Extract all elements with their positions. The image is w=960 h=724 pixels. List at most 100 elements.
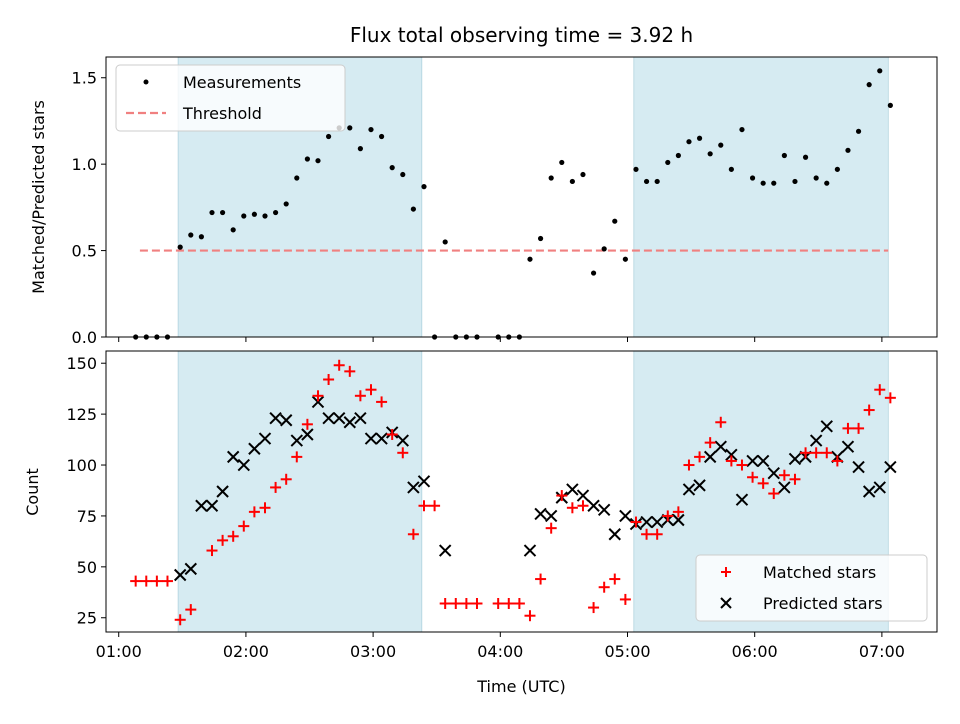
measurement-point: [802, 154, 809, 160]
measurement-point: [813, 175, 819, 181]
measurement-point: [251, 211, 257, 217]
x-tick-label: 01:00: [96, 642, 142, 661]
predicted-point: [778, 481, 791, 494]
matched-point: [344, 365, 356, 377]
chart-title: Flux total observing time = 3.92 h: [350, 23, 693, 47]
top-ylabel: Matched/Predicted stars: [29, 100, 48, 294]
predicted-point: [343, 416, 356, 429]
matched-point: [789, 473, 801, 485]
predicted-point: [576, 489, 590, 502]
y-tick-label: 0.5: [72, 242, 97, 261]
measurement-point: [410, 206, 416, 212]
measurement-point: [209, 209, 215, 216]
matched-point: [641, 528, 653, 540]
measurement-point: [887, 102, 893, 108]
predicted-point: [205, 499, 219, 512]
measurement-point: [294, 175, 300, 181]
matched-point: [386, 428, 398, 440]
predicted-point: [396, 434, 409, 447]
measurement-point: [304, 156, 310, 162]
matched-point: [725, 455, 737, 467]
bottom-plot-frame: [105, 350, 938, 633]
predicted-point: [523, 544, 537, 557]
measurement-point: [315, 158, 321, 164]
predicted-point: [258, 432, 272, 445]
measurement-point: [834, 166, 840, 172]
legend-measurements-label: Measurements: [183, 73, 301, 92]
matched-point: [609, 573, 621, 585]
measurement-point: [675, 152, 681, 159]
matched-point: [450, 597, 462, 609]
measurement-point: [707, 151, 713, 157]
measurement-point: [601, 246, 607, 252]
measurement-point: [283, 201, 289, 207]
measurement-point: [728, 166, 734, 172]
bottom-ylabel: Count: [23, 468, 42, 516]
matched-point: [323, 374, 335, 386]
predicted-point: [587, 499, 600, 512]
predicted-point: [767, 466, 780, 480]
x-tick-label: 04:00: [477, 642, 523, 661]
measurement-point: [739, 126, 745, 133]
measurement-point: [824, 180, 830, 186]
predicted-point: [640, 515, 653, 529]
predicted-point: [841, 440, 855, 453]
matched-point: [884, 392, 896, 404]
predicted-point: [354, 411, 367, 425]
matched-point: [365, 384, 377, 396]
measurement-point: [771, 180, 777, 186]
legend-measurement-marker: [143, 79, 149, 85]
matched-point: [672, 506, 684, 518]
predicted-point: [301, 428, 314, 441]
predicted-point: [237, 458, 251, 472]
matched-point: [535, 573, 547, 585]
predicted-point: [725, 448, 738, 462]
matched-point: [736, 459, 748, 471]
matched-point: [354, 390, 366, 402]
matched-point: [503, 597, 515, 609]
x-tick-label: 03:00: [350, 642, 396, 661]
legend-predicted-label: Predicted stars: [763, 594, 883, 613]
measurement-point: [643, 178, 650, 185]
matched-point: [418, 500, 430, 512]
predicted-point: [788, 452, 802, 466]
matched-point: [747, 471, 759, 483]
measurement-point: [272, 209, 279, 216]
predicted-point: [703, 450, 717, 464]
matched-point: [513, 597, 525, 609]
measurement-point: [527, 256, 533, 262]
measurement-point: [230, 227, 236, 233]
predicted-point: [619, 509, 632, 523]
predicted-point: [279, 414, 293, 427]
top-plot-frame: [105, 56, 938, 338]
matched-point: [429, 500, 441, 512]
matched-point: [471, 597, 483, 609]
legend-threshold-label: Threshold: [182, 104, 262, 123]
matched-point: [407, 528, 419, 540]
predicted-point: [290, 434, 303, 447]
measurement-point: [262, 213, 268, 219]
predicted-point: [375, 432, 388, 445]
matched-point: [174, 614, 186, 626]
predicted-point: [809, 434, 823, 447]
shaded-span-1: [633, 56, 889, 338]
measurement-point: [389, 165, 395, 171]
legend-predicted-marker: [720, 597, 732, 609]
measurement-point: [877, 68, 883, 74]
predicted-point: [608, 528, 621, 541]
measurement-point: [749, 175, 756, 181]
measurement-point: [781, 152, 787, 159]
measurement-point: [686, 139, 692, 145]
legend-matched-marker: [721, 567, 731, 577]
y-tick-label: 150: [66, 354, 97, 373]
matched-point: [577, 500, 589, 512]
matched-point: [259, 502, 271, 514]
x-tick-label: 07:00: [859, 642, 905, 661]
measurement-point: [357, 146, 363, 152]
matched-point: [291, 451, 303, 463]
matched-point: [842, 422, 854, 434]
predicted-point: [862, 485, 876, 498]
matched-point: [238, 520, 250, 532]
matched-point: [460, 597, 472, 609]
predicted-point: [735, 493, 749, 506]
